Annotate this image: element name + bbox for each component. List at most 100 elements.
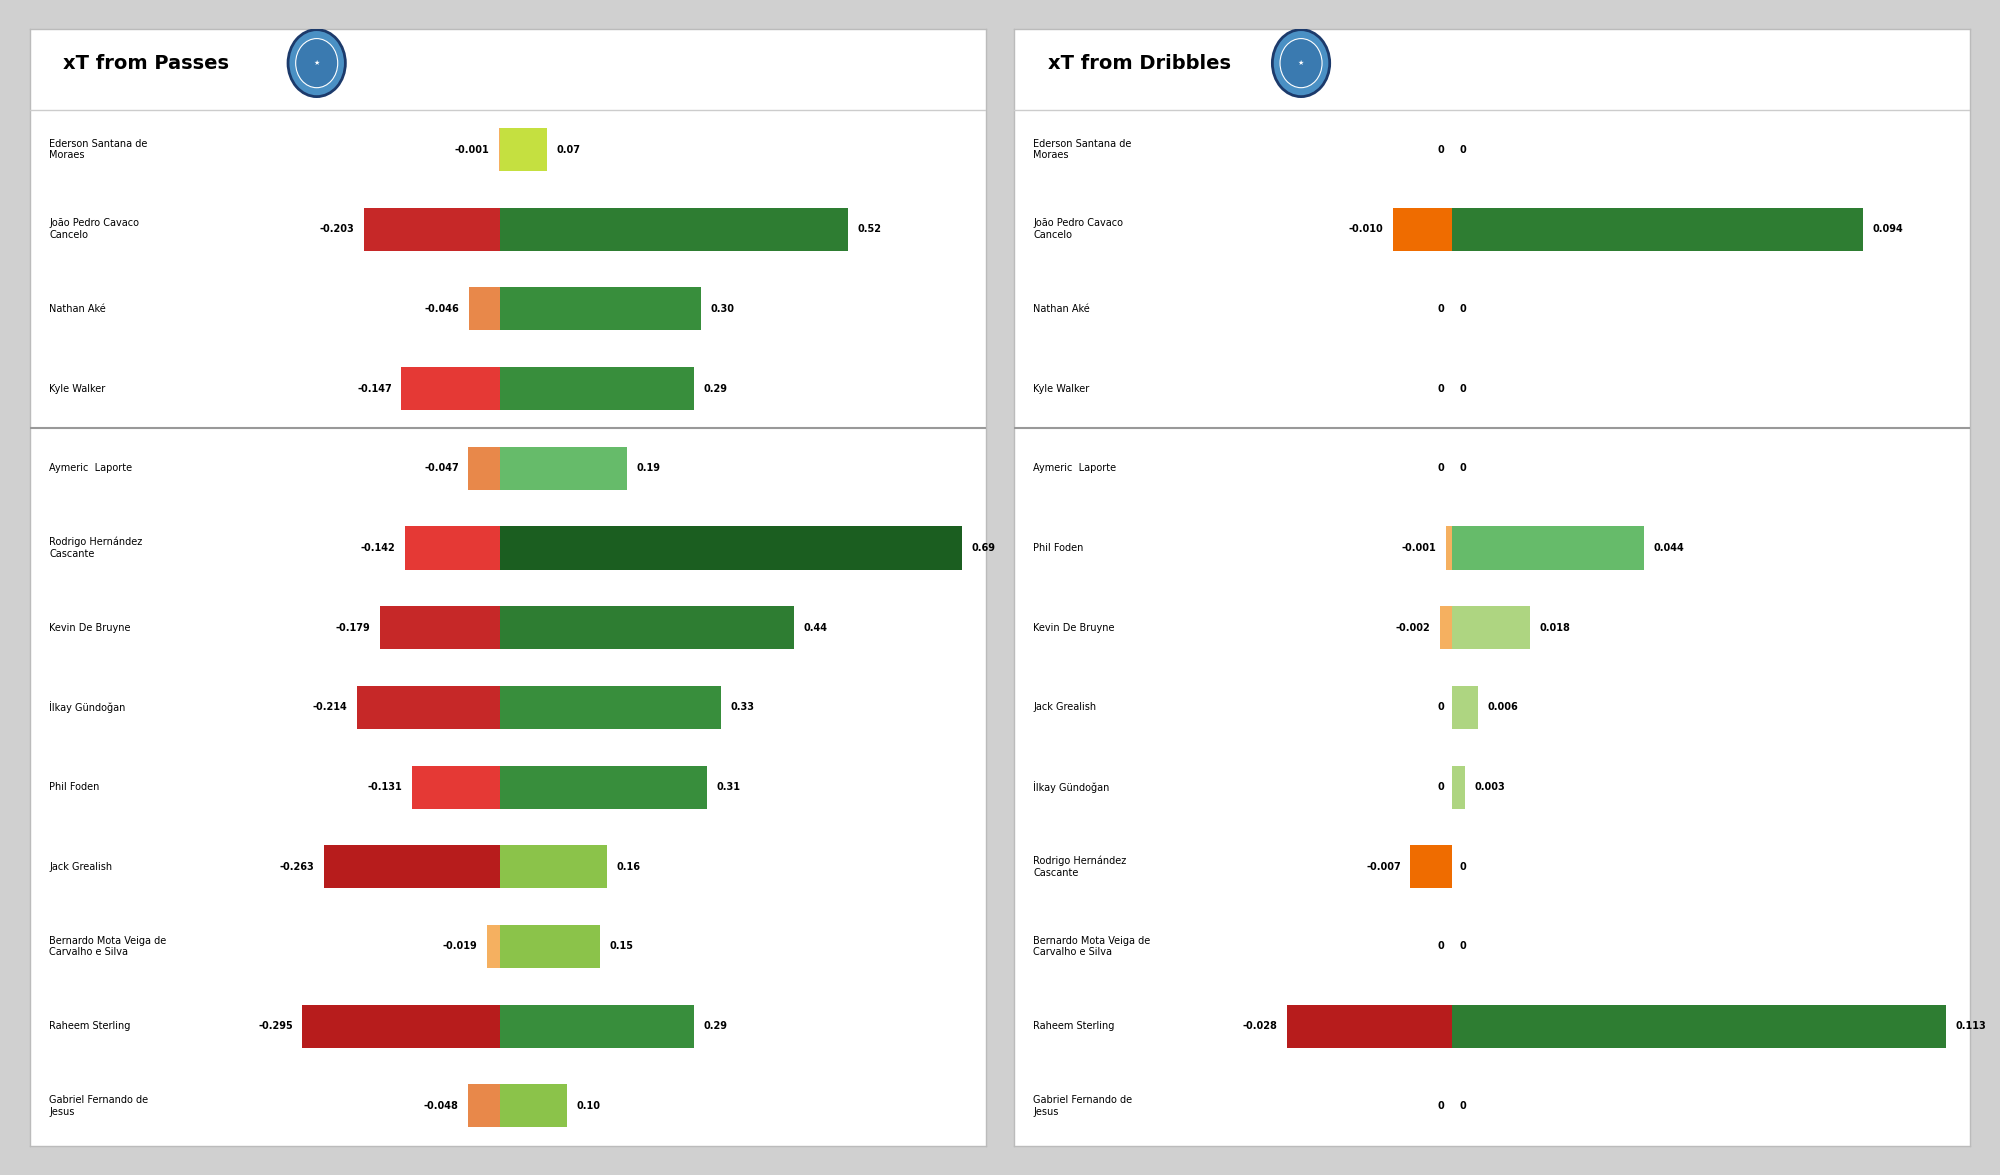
FancyBboxPatch shape	[1452, 686, 1478, 728]
Text: 0: 0	[1438, 383, 1444, 394]
FancyBboxPatch shape	[500, 686, 720, 728]
Text: 0.29: 0.29	[704, 1021, 728, 1032]
FancyBboxPatch shape	[1410, 845, 1452, 888]
Text: Nathan Aké: Nathan Aké	[1034, 304, 1090, 314]
Text: Raheem Sterling: Raheem Sterling	[50, 1021, 130, 1032]
Text: -0.147: -0.147	[358, 383, 392, 394]
Text: Raheem Sterling: Raheem Sterling	[1034, 1021, 1114, 1032]
FancyBboxPatch shape	[500, 606, 794, 650]
Text: 0: 0	[1460, 304, 1466, 314]
Text: 0.69: 0.69	[972, 543, 996, 553]
Text: Kyle Walker: Kyle Walker	[1034, 383, 1090, 394]
FancyBboxPatch shape	[302, 1005, 500, 1048]
Text: xT from Passes: xT from Passes	[64, 54, 230, 73]
Text: -0.131: -0.131	[368, 783, 402, 792]
Circle shape	[288, 29, 346, 96]
Text: 0: 0	[1460, 861, 1466, 872]
Text: 0.44: 0.44	[804, 623, 828, 632]
Text: -0.047: -0.047	[424, 463, 458, 474]
Text: 0.31: 0.31	[716, 783, 740, 792]
Text: -0.002: -0.002	[1396, 623, 1430, 632]
FancyBboxPatch shape	[500, 925, 600, 968]
Text: xT from Dribbles: xT from Dribbles	[1048, 54, 1230, 73]
Text: -0.001: -0.001	[454, 145, 490, 155]
Text: 0: 0	[1460, 1101, 1466, 1110]
FancyBboxPatch shape	[500, 845, 606, 888]
FancyBboxPatch shape	[356, 686, 500, 728]
Text: 0: 0	[1460, 383, 1466, 394]
Text: 0.33: 0.33	[730, 703, 754, 712]
Text: Gabriel Fernando de
Jesus: Gabriel Fernando de Jesus	[50, 1095, 148, 1116]
Circle shape	[1280, 39, 1322, 88]
Text: -0.295: -0.295	[258, 1021, 292, 1032]
Text: Jack Grealish: Jack Grealish	[1034, 703, 1096, 712]
FancyBboxPatch shape	[1440, 606, 1452, 650]
Text: -0.263: -0.263	[280, 861, 314, 872]
Text: 0: 0	[1438, 1101, 1444, 1110]
Text: -0.046: -0.046	[424, 304, 460, 314]
Text: Kyle Walker: Kyle Walker	[50, 383, 106, 394]
Text: 0: 0	[1438, 703, 1444, 712]
Text: 0: 0	[1438, 463, 1444, 474]
Text: ★: ★	[314, 60, 320, 66]
Text: Kevin De Bruyne: Kevin De Bruyne	[50, 623, 130, 632]
Text: -0.010: -0.010	[1348, 224, 1384, 234]
Text: Rodrigo Hernández
Cascante: Rodrigo Hernández Cascante	[50, 537, 142, 559]
Text: 0.003: 0.003	[1474, 783, 1504, 792]
Text: Aymeric  Laporte: Aymeric Laporte	[50, 463, 132, 474]
FancyBboxPatch shape	[380, 606, 500, 650]
FancyBboxPatch shape	[1286, 1005, 1452, 1048]
FancyBboxPatch shape	[1452, 208, 1862, 250]
FancyBboxPatch shape	[500, 446, 628, 490]
Text: 0.018: 0.018	[1540, 623, 1570, 632]
FancyBboxPatch shape	[500, 526, 962, 570]
Text: -0.001: -0.001	[1402, 543, 1436, 553]
Circle shape	[296, 39, 338, 88]
Text: 0.006: 0.006	[1488, 703, 1518, 712]
FancyBboxPatch shape	[500, 766, 708, 808]
Text: 0.07: 0.07	[556, 145, 580, 155]
FancyBboxPatch shape	[500, 1005, 694, 1048]
FancyBboxPatch shape	[500, 208, 848, 250]
Text: 0.16: 0.16	[616, 861, 640, 872]
Text: João Pedro Cavaco
Cancelo: João Pedro Cavaco Cancelo	[1034, 219, 1124, 240]
Text: 0.094: 0.094	[1872, 224, 1904, 234]
Text: Bernardo Mota Veiga de
Carvalho e Silva: Bernardo Mota Veiga de Carvalho e Silva	[50, 935, 166, 958]
FancyBboxPatch shape	[404, 526, 500, 570]
Text: Ederson Santana de
Moraes: Ederson Santana de Moraes	[1034, 139, 1132, 160]
Text: -0.203: -0.203	[320, 224, 354, 234]
Text: Aymeric  Laporte: Aymeric Laporte	[1034, 463, 1116, 474]
Text: Phil Foden: Phil Foden	[50, 783, 100, 792]
Text: Bernardo Mota Veiga de
Carvalho e Silva: Bernardo Mota Veiga de Carvalho e Silva	[1034, 935, 1150, 958]
Text: İlkay Gündoğan: İlkay Gündoğan	[1034, 781, 1110, 793]
Text: 0: 0	[1460, 941, 1466, 952]
Text: -0.142: -0.142	[360, 543, 396, 553]
FancyBboxPatch shape	[412, 766, 500, 808]
Text: Rodrigo Hernández
Cascante: Rodrigo Hernández Cascante	[1034, 855, 1126, 878]
Circle shape	[1272, 29, 1330, 96]
FancyBboxPatch shape	[500, 1085, 566, 1127]
Text: -0.214: -0.214	[312, 703, 348, 712]
Text: 0: 0	[1438, 941, 1444, 952]
FancyBboxPatch shape	[1392, 208, 1452, 250]
Text: -0.019: -0.019	[442, 941, 478, 952]
FancyBboxPatch shape	[488, 925, 500, 968]
Text: João Pedro Cavaco
Cancelo: João Pedro Cavaco Cancelo	[50, 219, 140, 240]
FancyBboxPatch shape	[1452, 606, 1530, 650]
Text: Phil Foden: Phil Foden	[1034, 543, 1084, 553]
FancyBboxPatch shape	[500, 128, 546, 172]
FancyBboxPatch shape	[1452, 526, 1644, 570]
Text: Ederson Santana de
Moraes: Ederson Santana de Moraes	[50, 139, 148, 160]
Text: 0: 0	[1438, 304, 1444, 314]
Text: 0: 0	[1460, 145, 1466, 155]
FancyBboxPatch shape	[470, 288, 500, 330]
FancyBboxPatch shape	[1452, 1005, 1946, 1048]
FancyBboxPatch shape	[500, 288, 700, 330]
Text: -0.007: -0.007	[1366, 861, 1400, 872]
Text: 0.19: 0.19	[636, 463, 660, 474]
Text: 0.113: 0.113	[1956, 1021, 1986, 1032]
FancyBboxPatch shape	[364, 208, 500, 250]
FancyBboxPatch shape	[468, 1085, 500, 1127]
Text: 0.29: 0.29	[704, 383, 728, 394]
FancyBboxPatch shape	[402, 367, 500, 410]
